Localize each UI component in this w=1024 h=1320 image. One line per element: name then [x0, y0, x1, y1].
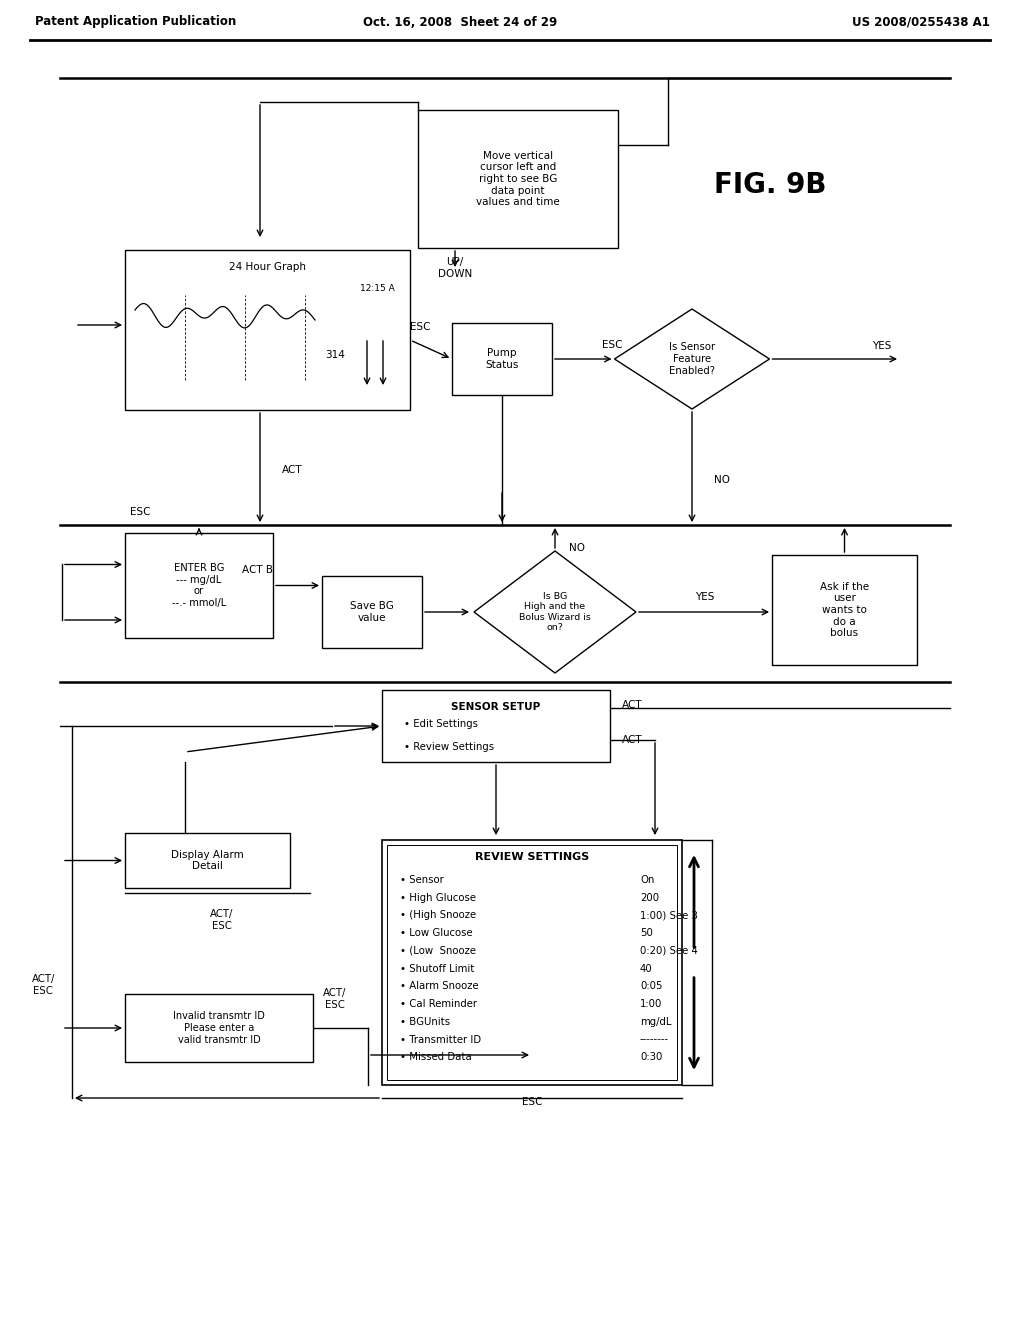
Bar [382, 840, 682, 1085]
Text: ESC: ESC [522, 1097, 543, 1107]
Text: • Review Settings: • Review Settings [404, 742, 495, 752]
Text: UP/
DOWN: UP/ DOWN [438, 257, 472, 279]
Text: Is BG
High and the
Bolus Wizard is
on?: Is BG High and the Bolus Wizard is on? [519, 591, 591, 632]
Text: 40: 40 [640, 964, 652, 974]
Text: Oct. 16, 2008  Sheet 24 of 29: Oct. 16, 2008 Sheet 24 of 29 [362, 16, 557, 29]
Text: ACT/
ESC: ACT/ ESC [324, 989, 347, 1010]
Bar [772, 554, 918, 665]
Text: ACT: ACT [282, 465, 303, 475]
Text: ACT/
ESC: ACT/ ESC [210, 909, 233, 931]
Text: • Shutoff Limit: • Shutoff Limit [400, 964, 474, 974]
Text: • Transmitter ID: • Transmitter ID [400, 1035, 481, 1044]
Text: --------: -------- [640, 1035, 669, 1044]
Text: • (Low  Snooze: • (Low Snooze [400, 946, 476, 956]
Text: SENSOR SETUP: SENSOR SETUP [452, 702, 541, 711]
Text: • Low Glucose: • Low Glucose [400, 928, 473, 939]
Text: 0:20) See 4: 0:20) See 4 [640, 946, 698, 956]
Bar [125, 833, 290, 888]
Text: • (High Snooze: • (High Snooze [400, 911, 476, 920]
Bar [125, 249, 410, 411]
Text: Move vertical
cursor left and
right to see BG
data point
values and time: Move vertical cursor left and right to s… [476, 150, 560, 207]
Text: • Alarm Snooze: • Alarm Snooze [400, 981, 478, 991]
Text: • Cal Reminder: • Cal Reminder [400, 999, 477, 1008]
Bar [125, 994, 313, 1063]
Text: FIG. 9B: FIG. 9B [714, 172, 826, 199]
Text: • Edit Settings: • Edit Settings [404, 719, 478, 729]
Text: YES: YES [695, 591, 715, 602]
Text: ACT B: ACT B [243, 565, 273, 576]
Text: mg/dL: mg/dL [640, 1016, 672, 1027]
Polygon shape [614, 309, 769, 409]
Text: ACT: ACT [622, 700, 643, 710]
Text: ACT/
ESC: ACT/ ESC [32, 974, 55, 995]
Text: • BGUnits: • BGUnits [400, 1016, 451, 1027]
Text: • High Glucose: • High Glucose [400, 892, 476, 903]
Bar [418, 110, 618, 248]
Bar [382, 690, 610, 762]
Text: Display Alarm
Detail: Display Alarm Detail [171, 850, 244, 871]
Bar [387, 845, 677, 1080]
Text: Invalid transmtr ID
Please enter a
valid transmtr ID: Invalid transmtr ID Please enter a valid… [173, 1011, 265, 1044]
Text: NO: NO [714, 475, 730, 484]
Text: On: On [640, 875, 654, 884]
Bar [125, 533, 273, 638]
Text: ESC: ESC [130, 507, 151, 517]
Text: 1:00: 1:00 [640, 999, 663, 1008]
Text: YES: YES [872, 341, 892, 351]
Text: 314: 314 [325, 350, 345, 360]
Text: ACT: ACT [622, 735, 643, 744]
Text: 0:05: 0:05 [640, 981, 663, 991]
Text: US 2008/0255438 A1: US 2008/0255438 A1 [852, 16, 990, 29]
Text: • Sensor: • Sensor [400, 875, 443, 884]
Text: Ask if the
user
wants to
do a
bolus: Ask if the user wants to do a bolus [820, 582, 869, 638]
Bar [322, 576, 422, 648]
Text: 24 Hour Graph: 24 Hour Graph [229, 261, 306, 272]
Text: 50: 50 [640, 928, 653, 939]
Text: Pump
Status: Pump Status [485, 348, 519, 370]
Text: ENTER BG
--- mg/dL
or
--.- mmol/L: ENTER BG --- mg/dL or --.- mmol/L [172, 564, 226, 609]
Text: ESC: ESC [602, 341, 623, 350]
Text: 12:15 A: 12:15 A [360, 284, 394, 293]
Text: ESC: ESC [410, 322, 430, 333]
Text: Patent Application Publication: Patent Application Publication [35, 16, 237, 29]
Text: Save BG
value: Save BG value [350, 601, 394, 623]
Text: 200: 200 [640, 892, 659, 903]
Text: 1:00) See 3: 1:00) See 3 [640, 911, 698, 920]
Text: NO: NO [569, 543, 585, 553]
Text: 0:30: 0:30 [640, 1052, 663, 1063]
Bar [452, 323, 552, 395]
Polygon shape [474, 550, 636, 673]
Text: REVIEW SETTINGS: REVIEW SETTINGS [475, 851, 589, 862]
Text: Is Sensor
Feature
Enabled?: Is Sensor Feature Enabled? [669, 342, 715, 376]
Text: • Missed Data: • Missed Data [400, 1052, 472, 1063]
